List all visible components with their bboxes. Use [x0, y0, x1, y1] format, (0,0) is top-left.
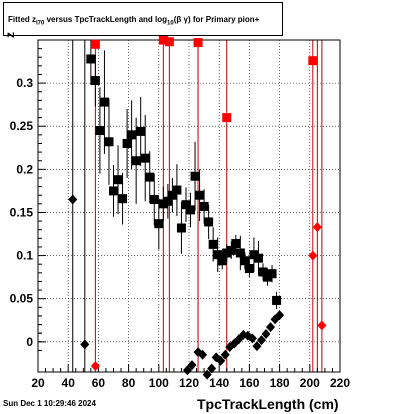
data-point-square — [145, 172, 155, 182]
data-point-square — [90, 39, 100, 49]
data-point-square — [136, 126, 146, 136]
x-tick-label: 180 — [270, 376, 290, 390]
data-point-square — [253, 253, 263, 263]
y-tick-label: 0.3 — [16, 76, 33, 90]
data-point-square — [164, 37, 174, 47]
data-point-square — [186, 205, 196, 215]
data-point-diamond — [312, 222, 322, 233]
x-tick-label: 160 — [239, 376, 259, 390]
x-tick-label: 140 — [209, 376, 229, 390]
y-tick-label: 0.05 — [10, 292, 34, 306]
data-point-diamond — [90, 360, 100, 371]
data-point-square — [190, 171, 200, 181]
data-point-square — [213, 250, 223, 260]
data-point-diamond — [275, 310, 285, 321]
y-tick-label: 0.25 — [10, 119, 34, 133]
data-point-square — [140, 153, 150, 163]
y-tick-label: 0 — [26, 335, 33, 349]
data-point-square — [267, 269, 277, 279]
data-point-square — [204, 217, 214, 227]
data-point-square — [90, 76, 100, 86]
data-point-square — [263, 272, 273, 282]
x-tick-label: 200 — [300, 376, 320, 390]
data-point-diamond — [198, 349, 208, 360]
data-point-diamond — [202, 369, 212, 380]
data-point-diamond — [80, 339, 90, 350]
title-subscript-1: I70 — [36, 20, 45, 27]
data-point-square — [208, 239, 218, 249]
data-point-square — [176, 223, 186, 233]
data-point-diamond — [220, 349, 230, 360]
y-axis-label: z — [3, 32, 17, 38]
x-tick-label: 120 — [179, 376, 199, 390]
x-tick-label: 80 — [122, 376, 136, 390]
data-point-square — [249, 250, 259, 260]
chart-title: Fitted zI70 versus TpcTrackLength and lo… — [3, 2, 283, 36]
title-part-1: Fitted z — [8, 15, 36, 24]
data-point-square — [127, 130, 137, 140]
x-tick-label: 100 — [149, 376, 169, 390]
data-point-square — [231, 239, 241, 249]
data-point-square — [222, 248, 232, 258]
data-point-diamond — [261, 329, 271, 340]
data-point-square — [113, 175, 123, 185]
data-point-square — [122, 138, 132, 148]
title-part-3: (β γ) for Primary pion+ — [173, 15, 260, 24]
data-point-square — [258, 267, 268, 277]
data-point-square — [109, 186, 118, 196]
data-point-diamond — [68, 194, 78, 205]
data-point-square — [154, 219, 164, 229]
data-point-square — [199, 201, 209, 211]
data-point-square — [131, 156, 141, 166]
data-point-square — [217, 256, 227, 266]
x-axis-label: TpcTrackLength (cm) — [197, 396, 339, 412]
data-point-square — [86, 54, 96, 64]
timestamp: Sun Dec 1 10:29:46 2024 — [3, 399, 96, 408]
data-point-diamond — [182, 365, 192, 376]
x-tick-label: 40 — [62, 376, 76, 390]
data-point-diamond — [317, 320, 327, 331]
data-point-diamond — [252, 341, 262, 352]
data-point-square — [158, 199, 168, 209]
data-point-square — [272, 295, 282, 305]
data-point-square — [193, 38, 203, 48]
title-part-2: versus TpcTrackLength and log — [44, 15, 168, 24]
y-tick-label: 0.15 — [10, 205, 34, 219]
data-point-square — [104, 137, 114, 147]
data-point-diamond — [256, 335, 266, 346]
y-tick-label: 0.2 — [16, 162, 33, 176]
data-point-square — [308, 56, 318, 66]
data-point-square — [181, 200, 191, 210]
data-point-diamond — [187, 360, 197, 371]
data-point-square — [235, 248, 245, 258]
data-point-square — [163, 196, 173, 206]
data-point-square — [195, 190, 205, 200]
data-point-square — [172, 185, 182, 195]
data-point-diamond — [247, 333, 257, 344]
y-tick-label: 0.1 — [16, 249, 33, 263]
x-tick-label: 20 — [31, 376, 45, 390]
data-point-square — [99, 97, 109, 107]
data-point-square — [149, 195, 159, 205]
data-point-square — [226, 245, 236, 255]
data-point-diamond — [216, 355, 226, 366]
data-point-diamond — [266, 322, 276, 333]
x-tick-label: 60 — [92, 376, 106, 390]
data-point-square — [158, 35, 168, 45]
data-point-square — [244, 264, 254, 274]
data-point-square — [167, 190, 177, 200]
data-point-square — [95, 126, 105, 136]
data-point-square — [240, 256, 250, 266]
data-point-diamond — [308, 250, 318, 261]
x-tick-label: 220 — [330, 376, 350, 390]
data-point-square — [222, 113, 232, 123]
data-point-diamond — [207, 363, 217, 374]
data-point-square — [118, 194, 128, 204]
title-subscript-2: 10 — [167, 20, 174, 27]
